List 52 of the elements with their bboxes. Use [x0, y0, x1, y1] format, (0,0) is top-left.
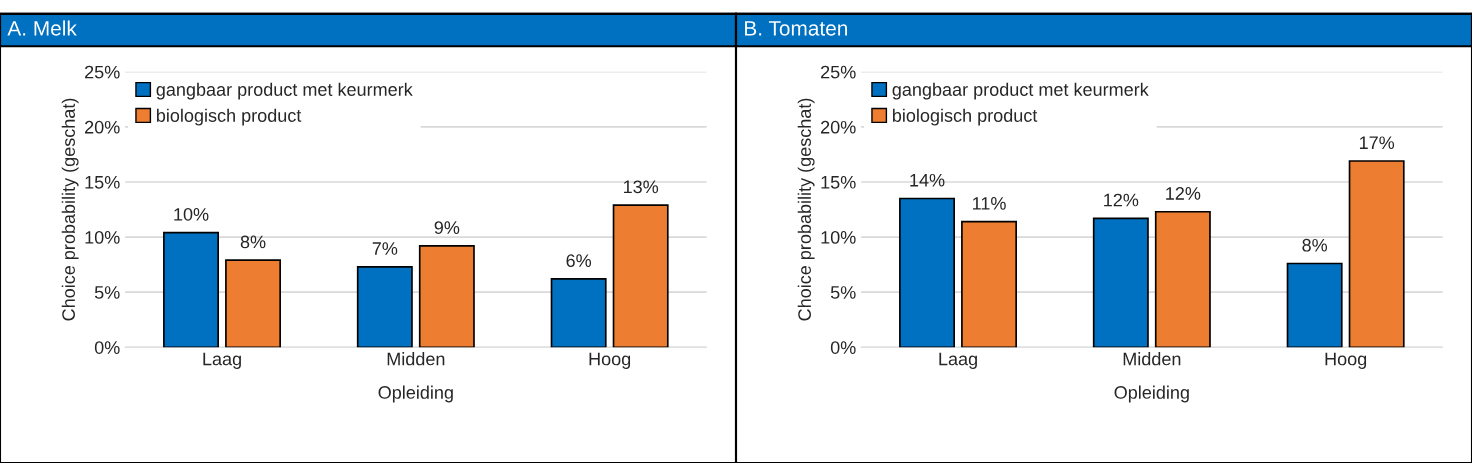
- bar: [1092, 217, 1149, 348]
- y-tick-label: 25%: [85, 65, 120, 79]
- data-label: 13%: [623, 180, 659, 194]
- data-label: 10%: [174, 207, 209, 221]
- y-tick-label: 25%: [821, 65, 856, 79]
- data-label: 12%: [1166, 187, 1201, 200]
- data-label: 7%: [372, 242, 398, 255]
- y-tick-label: 20%: [85, 120, 120, 134]
- x-axis-title: Opleiding: [378, 385, 453, 403]
- data-label: 12%: [1104, 193, 1139, 207]
- bar: [163, 231, 219, 348]
- bar: [225, 259, 282, 348]
- y-tick-label: 15%: [821, 175, 856, 189]
- bar: [418, 245, 475, 348]
- legend-label: biologisch product: [892, 108, 1038, 126]
- x-tick-label: Hoog: [589, 352, 631, 369]
- data-label: 17%: [1359, 136, 1395, 150]
- data-label: 14%: [910, 173, 945, 187]
- y-tick-label: 5%: [94, 286, 120, 299]
- bar: [1154, 210, 1211, 348]
- chart-title: A. Melk: [7, 20, 77, 36]
- x-tick-label: Midden: [1123, 352, 1181, 366]
- y-tick-label: 0%: [94, 341, 120, 354]
- chart-title: B. Tomaten: [745, 21, 848, 36]
- legend-label: gangbaar product met keurmerk: [892, 82, 1149, 100]
- bar: [961, 220, 1018, 348]
- bar: [899, 197, 955, 348]
- y-tick-label: 15%: [85, 175, 120, 189]
- data-label: 6%: [566, 254, 592, 268]
- data-label: 11%: [973, 197, 1006, 210]
- bar: [550, 278, 607, 348]
- y-axis-title: Choice probability (geschat): [61, 98, 79, 321]
- data-label: 8%: [240, 235, 266, 249]
- x-tick-label: Hoog: [1325, 352, 1367, 369]
- y-tick-label: 0%: [830, 341, 856, 354]
- y-tick-label: 10%: [85, 230, 120, 244]
- legend-label: biologisch product: [156, 108, 302, 126]
- data-label: 9%: [434, 221, 460, 234]
- bar: [1348, 160, 1405, 348]
- legend-label: gangbaar product met keurmerk: [156, 82, 413, 100]
- x-axis-title: Opleiding: [1114, 385, 1189, 403]
- data-label: 8%: [1302, 238, 1328, 252]
- bar: [1286, 262, 1343, 348]
- y-tick-label: 10%: [821, 230, 856, 244]
- y-axis-title: Choice probability (geschat): [797, 98, 815, 321]
- y-tick-label: 5%: [830, 286, 856, 299]
- bar: [612, 204, 669, 348]
- y-tick-label: 20%: [821, 120, 856, 134]
- x-tick-label: Midden: [387, 352, 445, 366]
- x-tick-label: Laag: [939, 352, 977, 369]
- bar: [356, 265, 413, 348]
- x-tick-label: Laag: [203, 352, 241, 369]
